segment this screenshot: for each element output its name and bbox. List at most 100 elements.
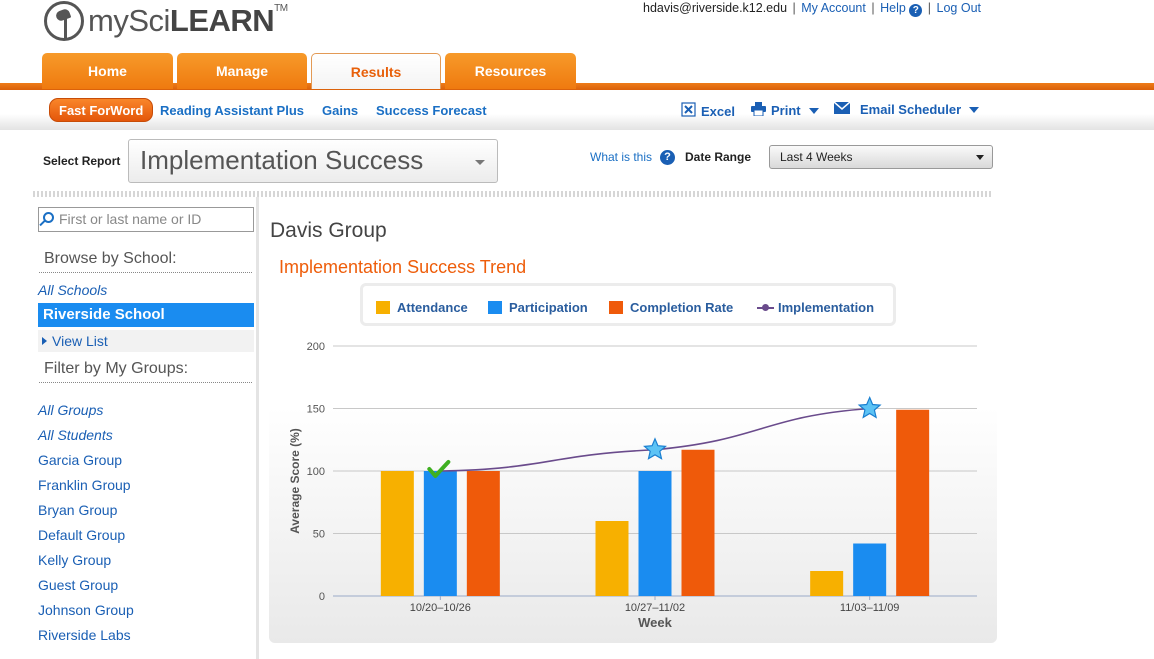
separator: | bbox=[871, 1, 875, 15]
group-bryan[interactable]: Bryan Group bbox=[38, 502, 118, 518]
help-link[interactable]: Help bbox=[880, 1, 906, 15]
check-icon bbox=[427, 460, 451, 478]
subtab-success-forecast[interactable]: Success Forecast bbox=[376, 103, 487, 118]
bar-participation bbox=[853, 543, 887, 596]
legend-swatch bbox=[376, 301, 390, 314]
trademark: TM bbox=[274, 3, 288, 14]
user-email: hdavis@riverside.k12.edu bbox=[643, 1, 788, 15]
x-tick-label: 10/27–11/02 bbox=[625, 602, 685, 614]
email-scheduler-button[interactable]: Email Scheduler bbox=[833, 101, 980, 117]
group-default[interactable]: Default Group bbox=[38, 527, 126, 543]
search-icon bbox=[43, 212, 54, 223]
group-kelly[interactable]: Kelly Group bbox=[38, 552, 112, 568]
group-all-groups[interactable]: All Groups bbox=[38, 402, 104, 418]
chart-legend: Attendance Participation Completion Rate… bbox=[360, 283, 896, 326]
y-axis-label: Average Score (%) bbox=[288, 428, 302, 534]
bar-participation bbox=[638, 471, 672, 596]
excel-button[interactable]: Excel bbox=[681, 102, 735, 120]
star-icon bbox=[643, 437, 667, 460]
report-select[interactable]: Implementation Success bbox=[128, 139, 498, 183]
account-links: hdavis@riverside.k12.edu | My Account | … bbox=[643, 1, 981, 17]
star-icon bbox=[857, 395, 882, 419]
chart-title: Implementation Success Trend bbox=[279, 257, 527, 277]
email-scheduler-label: Email Scheduler bbox=[860, 102, 962, 117]
group-garcia[interactable]: Garcia Group bbox=[38, 452, 123, 468]
what-is-this-link[interactable]: What is this bbox=[590, 150, 653, 164]
date-range-select[interactable]: Last 4 Weeks bbox=[769, 145, 993, 169]
print-label: Print bbox=[771, 103, 801, 118]
brand-thin: mySci bbox=[88, 3, 170, 38]
legend-completion-rate[interactable]: Completion Rate bbox=[609, 300, 733, 315]
group-title: Davis Group bbox=[270, 219, 387, 242]
subtab-fast-forword[interactable]: Fast ForWord bbox=[49, 98, 154, 122]
date-range-value: Last 4 Weeks bbox=[780, 150, 853, 164]
group-franklin[interactable]: Franklin Group bbox=[38, 477, 131, 493]
y-tick-label: 100 bbox=[307, 466, 325, 478]
selected-school[interactable]: Riverside School bbox=[38, 303, 254, 327]
group-johnson[interactable]: Johnson Group bbox=[38, 602, 134, 618]
x-tick-label: 11/03–11/09 bbox=[840, 602, 900, 614]
report-select-value: Implementation Success bbox=[140, 145, 424, 175]
search-input[interactable] bbox=[59, 211, 249, 227]
x-tick-label: 10/20–10/26 bbox=[410, 602, 471, 614]
excel-icon bbox=[681, 102, 696, 120]
legend-label: Implementation bbox=[778, 300, 875, 315]
y-tick-label: 0 bbox=[319, 591, 325, 603]
legend-implementation[interactable]: Implementation bbox=[757, 300, 874, 315]
legend-label: Participation bbox=[509, 300, 588, 315]
brand-bold: LEARN bbox=[169, 3, 275, 38]
x-axis-label: Week bbox=[638, 615, 672, 630]
group-all-students[interactable]: All Students bbox=[38, 427, 113, 443]
subtab-gains[interactable]: Gains bbox=[322, 103, 359, 118]
help-icon[interactable]: ? bbox=[909, 4, 923, 17]
subtab-reading-assistant-plus[interactable]: Reading Assistant Plus bbox=[160, 103, 304, 118]
tab-resources[interactable]: Resources bbox=[445, 53, 576, 89]
select-report-label: Select Report bbox=[43, 154, 121, 168]
sub-navigation: Fast ForWord Reading Assistant Plus Gain… bbox=[0, 90, 1154, 130]
tab-bar-line bbox=[0, 83, 1154, 90]
separator: | bbox=[927, 1, 932, 15]
bar-participation bbox=[423, 471, 457, 596]
y-tick-label: 200 bbox=[307, 341, 325, 353]
tab-home[interactable]: Home bbox=[42, 53, 173, 89]
group-riverside-labs[interactable]: Riverside Labs bbox=[38, 627, 131, 643]
group-guest[interactable]: Guest Group bbox=[38, 577, 119, 593]
myscilearn-logo[interactable]: mySciLEARNTM bbox=[44, 0, 288, 42]
chevron-down-icon[interactable] bbox=[969, 106, 980, 113]
bar-completion-rate bbox=[466, 471, 500, 596]
tab-manage[interactable]: Manage bbox=[177, 53, 307, 89]
envelope-icon bbox=[833, 101, 851, 117]
chevron-down-icon bbox=[976, 155, 984, 160]
bar-completion-rate bbox=[896, 409, 930, 596]
excel-label: Excel bbox=[701, 103, 735, 119]
my-account-link[interactable]: My Account bbox=[801, 1, 866, 15]
legend-participation[interactable]: Participation bbox=[488, 300, 588, 315]
legend-label: Attendance bbox=[397, 300, 468, 315]
view-list-link[interactable]: View List bbox=[38, 330, 254, 352]
filter-by-groups-heading: Filter by My Groups: bbox=[39, 360, 252, 383]
legend-swatch bbox=[488, 301, 502, 314]
bar-attendance bbox=[380, 471, 414, 596]
printer-icon bbox=[751, 102, 766, 119]
browse-by-school-heading: Browse by School: bbox=[39, 250, 252, 273]
bar-completion-rate bbox=[681, 449, 715, 596]
bar-attendance bbox=[595, 521, 629, 596]
student-search[interactable] bbox=[38, 207, 254, 232]
sidebar: Browse by School: All Schools Riverside … bbox=[33, 197, 259, 659]
tab-results[interactable]: Results bbox=[311, 53, 441, 89]
date-range-label: Date Range bbox=[685, 150, 752, 164]
separator: | bbox=[792, 1, 796, 15]
legend-line-marker bbox=[757, 303, 774, 311]
legend-attendance[interactable]: Attendance bbox=[376, 300, 468, 315]
y-tick-label: 50 bbox=[313, 529, 325, 541]
chevron-down-icon[interactable] bbox=[808, 107, 819, 114]
divider bbox=[33, 191, 993, 197]
logout-link[interactable]: Log Out bbox=[936, 1, 981, 15]
print-button[interactable]: Print bbox=[751, 102, 819, 119]
y-tick-label: 150 bbox=[307, 404, 325, 416]
all-schools-link[interactable]: All Schools bbox=[38, 282, 108, 298]
help-icon[interactable]: ? bbox=[660, 150, 675, 165]
legend-label: Completion Rate bbox=[630, 300, 734, 315]
bar-attendance bbox=[810, 571, 844, 596]
